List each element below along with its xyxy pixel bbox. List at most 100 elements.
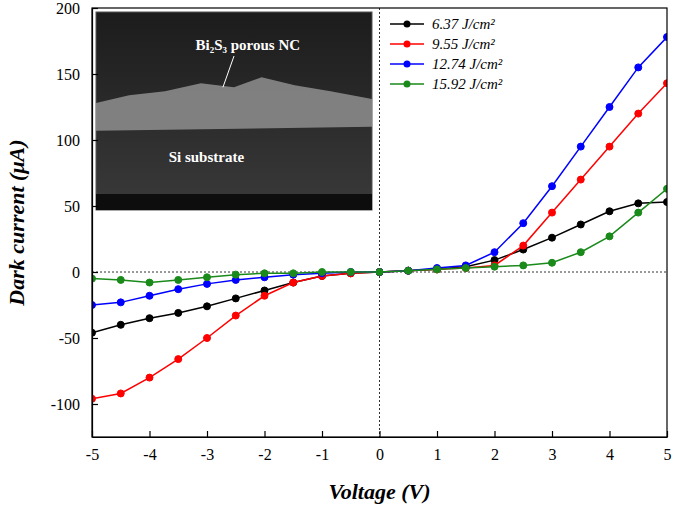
tick-label: -3	[201, 446, 214, 463]
reference-lines	[92, 8, 667, 437]
tick-label: -1	[316, 446, 329, 463]
marker	[261, 270, 268, 277]
series-group	[92, 34, 667, 403]
marker	[204, 303, 211, 310]
marker	[175, 276, 182, 283]
tick-label: 3	[549, 446, 557, 463]
marker	[577, 221, 584, 228]
tick-label: 2	[491, 446, 499, 463]
marker	[347, 269, 354, 276]
axis-line	[93, 437, 668, 438]
tick: 0	[72, 264, 98, 281]
tick-label: -100	[51, 396, 80, 413]
marker	[577, 143, 584, 150]
marker	[117, 299, 124, 306]
sem-image	[96, 12, 372, 210]
tick-label: 1	[434, 446, 442, 463]
tick-label: -50	[59, 330, 80, 347]
plot-frame	[92, 8, 667, 437]
marker	[434, 266, 441, 273]
marker	[549, 183, 556, 190]
legend-label: 12.74 J/cm²	[432, 56, 503, 72]
marker	[376, 269, 383, 276]
marker	[606, 233, 613, 240]
tick: -4	[143, 431, 156, 463]
annotation: Bi₂S₃ porous NC	[196, 37, 301, 53]
sem-inset: Bi₂S₃ porous NCSi substrate	[96, 12, 372, 210]
series	[92, 34, 667, 309]
y-axis: -100 -50 0 50 100 150 200	[51, 0, 98, 438]
chart: Bi₂S₃ porous NCSi substrate-5-4-3-2-1012…	[0, 0, 677, 517]
marker	[606, 104, 613, 111]
marker	[146, 292, 153, 299]
tick-label: 0	[72, 264, 80, 281]
marker	[635, 64, 642, 71]
marker	[261, 292, 268, 299]
marker	[204, 280, 211, 287]
y-axis-title: Dark current (μA)	[4, 139, 29, 306]
legend-item: 15.92 J/cm²	[390, 76, 503, 92]
tick: -100	[51, 396, 98, 413]
tick: 50	[64, 198, 98, 215]
x-axis: -5-4-3-2-1012345	[86, 431, 672, 463]
legend-marker	[404, 21, 411, 28]
marker	[146, 374, 153, 381]
zero-line	[379, 8, 380, 437]
marker	[405, 267, 412, 274]
marker	[290, 270, 297, 277]
marker	[462, 265, 469, 272]
tick: -1	[316, 431, 329, 463]
marker	[549, 259, 556, 266]
x-axis-title: Voltage (V)	[328, 479, 430, 504]
annotation-pointer	[223, 56, 234, 87]
series-line	[92, 202, 667, 333]
sem-info-bar	[96, 194, 372, 210]
tick-label: 100	[56, 132, 80, 149]
tick: 4	[606, 431, 614, 463]
tick-mark	[264, 431, 265, 437]
series-line	[92, 83, 667, 398]
marker	[204, 335, 211, 342]
marker	[376, 269, 383, 276]
marker	[549, 209, 556, 216]
marker	[376, 269, 383, 276]
tick-mark	[494, 431, 495, 437]
marker	[405, 267, 412, 274]
marker	[319, 269, 326, 276]
marker	[117, 321, 124, 328]
legend-label: 15.92 J/cm²	[432, 76, 503, 92]
tick-mark	[92, 206, 98, 207]
tick-mark	[92, 140, 98, 141]
legend-marker	[404, 61, 411, 68]
legend-marker	[404, 41, 411, 48]
tick-label: 150	[56, 66, 80, 83]
marker	[635, 209, 642, 216]
marker	[175, 356, 182, 363]
marker	[491, 249, 498, 256]
legend-marker	[404, 81, 411, 88]
tick: -50	[59, 330, 98, 347]
marker	[462, 265, 469, 272]
marker	[232, 312, 239, 319]
marker	[405, 267, 412, 274]
marker	[606, 143, 613, 150]
tick: 0	[376, 431, 384, 463]
tick: -2	[258, 431, 271, 463]
marker	[376, 269, 383, 276]
porous-layer	[96, 77, 372, 130]
marker	[204, 274, 211, 281]
marker	[434, 266, 441, 273]
tick: 200	[56, 0, 98, 17]
legend-item: 12.74 J/cm²	[390, 56, 503, 72]
marker	[405, 267, 412, 274]
series	[92, 80, 667, 402]
tick: -3	[201, 431, 214, 463]
tick-label: -5	[86, 446, 99, 463]
marker	[635, 110, 642, 117]
marker	[520, 242, 527, 249]
series-line	[92, 189, 667, 283]
marker	[635, 200, 642, 207]
legend-label: 6.37 J/cm²	[432, 16, 495, 32]
tick-mark	[437, 431, 438, 437]
marker	[175, 286, 182, 293]
